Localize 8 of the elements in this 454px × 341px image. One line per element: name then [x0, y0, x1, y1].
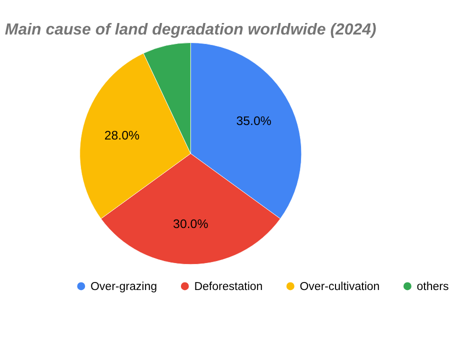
data-label: 35.0% — [236, 114, 272, 128]
legend-label: Over-grazing — [90, 280, 158, 293]
chart-title: Main cause of land degradation worldwide (2024) — [4, 22, 376, 39]
legend-label: Deforestation — [194, 280, 263, 293]
legend-label: others — [416, 280, 450, 293]
data-label: 28.0% — [104, 128, 140, 142]
data-label: 30.0% — [173, 217, 208, 232]
legend-label: Over-cultivation — [300, 280, 380, 293]
